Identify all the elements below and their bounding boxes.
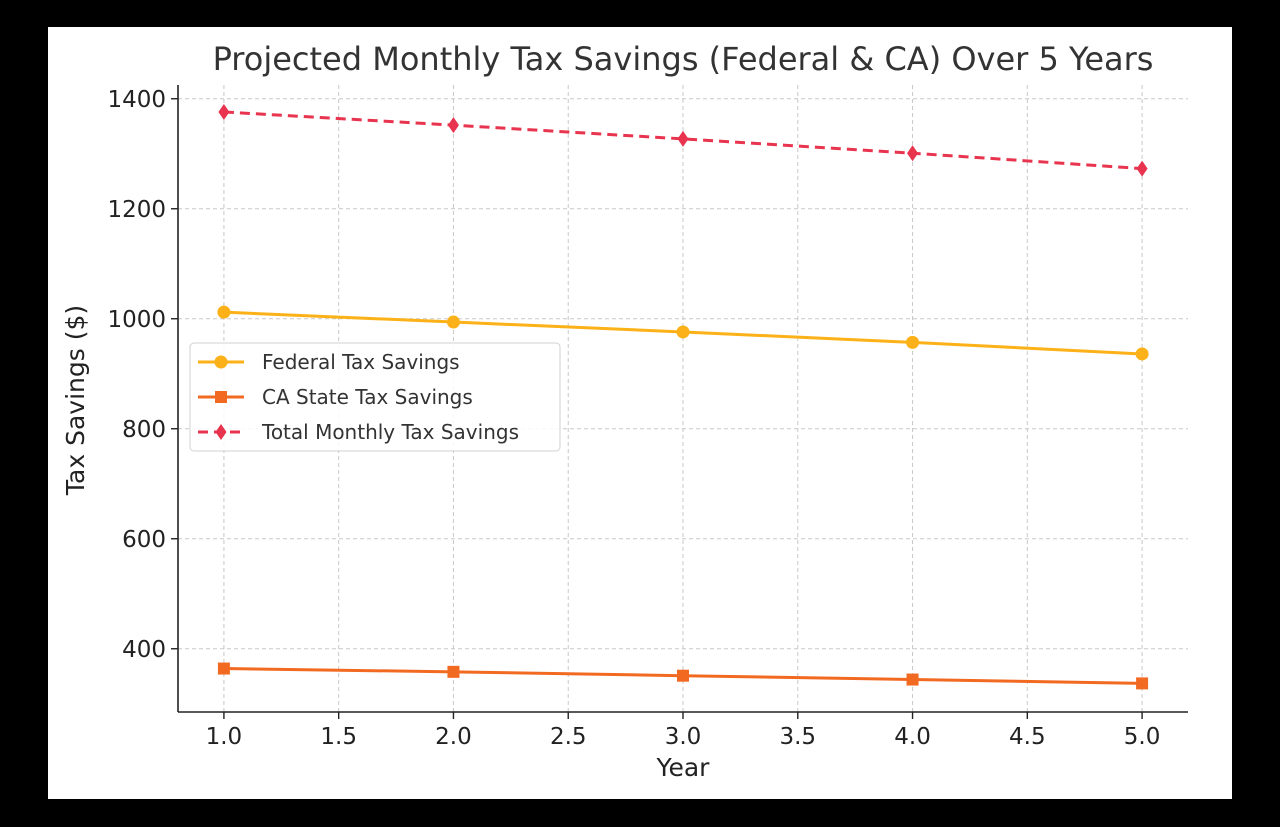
data-point-0-0 <box>217 305 231 319</box>
legend-label-1: CA State Tax Savings <box>262 385 473 409</box>
data-point-0-2 <box>676 325 690 339</box>
y-tick-label: 1200 <box>107 197 166 223</box>
data-point-2-4 <box>1136 160 1148 177</box>
x-tick-label: 5.0 <box>1124 724 1161 750</box>
series-1 <box>217 662 1149 690</box>
y-tick-label: 400 <box>122 637 166 663</box>
data-point-1-3 <box>906 673 919 686</box>
series-2 <box>218 103 1148 177</box>
x-tick-label: 2.5 <box>550 724 587 750</box>
x-ticks: 1.0 1.5 2.0 2.5 3.0 3.5 4.0 4.5 5.0 <box>206 712 1161 750</box>
data-point-0-3 <box>906 335 920 349</box>
legend-marker-1 <box>215 391 227 403</box>
legend-marker-0 <box>214 355 228 369</box>
x-tick-label: 4.5 <box>1009 724 1046 750</box>
legend-entry-0: Federal Tax Savings <box>198 350 460 374</box>
x-axis-title: Year <box>656 753 711 782</box>
y-tick-label: 600 <box>122 527 166 553</box>
data-point-2-2 <box>677 130 689 147</box>
legend-entry-2: Total Monthly Tax Savings <box>198 420 519 444</box>
legend-box <box>189 342 561 452</box>
data-point-1-4 <box>1136 677 1149 690</box>
y-tick-label: 1400 <box>107 87 166 113</box>
data-point-1-2 <box>677 669 689 682</box>
x-tick-label: 3.0 <box>665 724 702 750</box>
data-point-2-3 <box>907 145 919 162</box>
x-tick-label: 3.5 <box>779 724 816 750</box>
x-tick-label: 1.0 <box>206 724 243 750</box>
legend: Federal Tax Savings CA State Tax Savings T… <box>189 342 561 452</box>
legend-entry-1: CA State Tax Savings <box>198 385 473 409</box>
y-tick-label: 800 <box>122 417 166 443</box>
x-tick-label: 1.5 <box>320 724 357 750</box>
x-tick-label: 4.0 <box>894 724 931 750</box>
y-ticks: 400 600 800 1000 1200 1400 <box>107 87 178 663</box>
data-point-0-4 <box>1135 347 1149 361</box>
legend-label-2: Total Monthly Tax Savings <box>261 420 519 444</box>
data-point-2-0 <box>218 103 230 120</box>
data-point-1-1 <box>447 665 460 678</box>
legend-label-0: Federal Tax Savings <box>262 350 460 374</box>
data-point-2-1 <box>447 117 459 134</box>
series-line-2 <box>223 110 1143 171</box>
series <box>217 103 1149 690</box>
data-point-1-0 <box>217 662 230 675</box>
data-point-0-1 <box>446 315 460 329</box>
y-tick-label: 1000 <box>107 307 166 333</box>
legend-marker-2 <box>215 424 227 440</box>
chart-title: Projected Monthly Tax Savings (Federal &… <box>213 40 1154 78</box>
series-0 <box>217 305 1149 361</box>
y-axis-title: Tax Savings ($) <box>61 305 90 496</box>
x-tick-label: 2.0 <box>435 724 472 750</box>
